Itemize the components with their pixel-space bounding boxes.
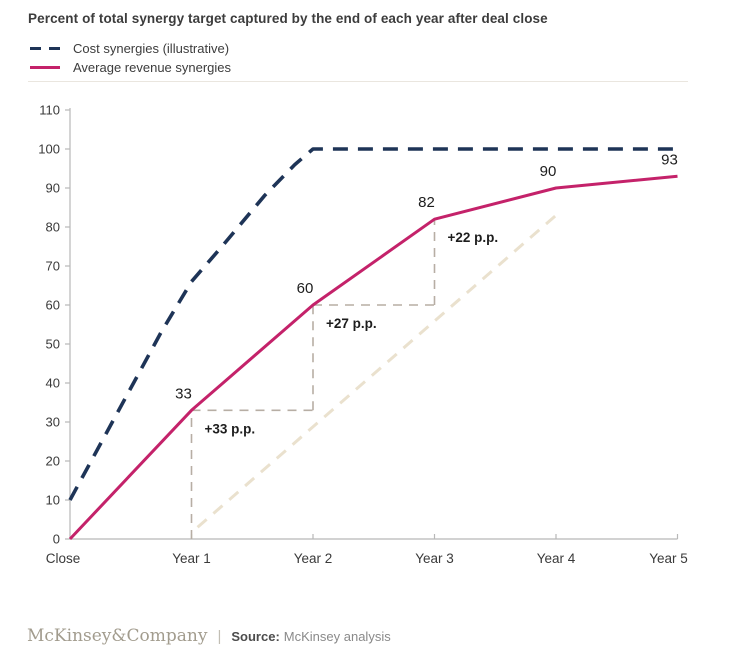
x-axis-label: Year 2 — [294, 551, 333, 566]
y-axis-tick-label: 30 — [46, 415, 60, 430]
chart-legend: Cost synergies (illustrative) Average re… — [30, 39, 231, 77]
x-axis-label: Year 1 — [172, 551, 211, 566]
data-point-label: 93 — [661, 151, 678, 168]
mckinsey-wordmark: McKinsey&Company — [27, 626, 208, 646]
gain-label: +22 p.p. — [448, 230, 499, 245]
cost-synergies-line — [68, 147, 678, 501]
y-axis-tick-label: 40 — [46, 376, 60, 391]
y-axis-tick-label: 80 — [46, 220, 60, 235]
y-axis-tick-label: 20 — [46, 454, 60, 469]
y-axis-tick-label: 60 — [46, 298, 60, 313]
legend-divider-rule — [28, 81, 688, 82]
x-axis-label: Year 4 — [537, 551, 576, 566]
legend-label-cost-synergies: Cost synergies (illustrative) — [73, 41, 230, 56]
x-axis-label: Year 3 — [415, 551, 454, 566]
y-axis-tick-label: 50 — [46, 337, 60, 352]
gain-label: +27 p.p. — [326, 316, 377, 331]
data-point-label: 90 — [540, 163, 557, 180]
data-point-label: 82 — [418, 194, 435, 211]
footer-separator: | — [217, 628, 222, 645]
revenue-synergies-solid-swatch — [30, 66, 60, 69]
legend-label-revenue-synergies: Average revenue synergies — [73, 60, 232, 75]
legend-item-cost-synergies: Cost synergies (illustrative) — [30, 39, 231, 58]
y-axis-tick-label: 110 — [39, 103, 60, 118]
legend-item-revenue-synergies: Average revenue synergies — [30, 58, 231, 77]
y-axis-tick-label: 10 — [46, 493, 60, 508]
revenue-synergies-line — [68, 174, 678, 541]
data-point-label: 60 — [297, 280, 314, 297]
x-axis-label: Year 5 — [649, 551, 688, 566]
y-axis-tick-label: 100 — [38, 142, 60, 157]
data-point-label: 33 — [175, 385, 192, 402]
gain-label: +33 p.p. — [205, 421, 256, 436]
y-axis-tick-label: 0 — [53, 532, 60, 547]
source-label: Source: — [231, 629, 280, 644]
x-axis-label: Close — [46, 551, 81, 566]
y-axis-tick-label: 90 — [46, 181, 60, 196]
diagonal-reference-line — [196, 214, 557, 529]
cost-synergies-dashed-swatch — [30, 47, 60, 50]
source-text: McKinsey analysis — [283, 629, 391, 644]
y-axis-tick-label: 70 — [46, 259, 60, 274]
footer: McKinsey&Company | Source: McKinsey anal… — [27, 626, 391, 646]
chart-title: Percent of total synergy target captured… — [28, 11, 548, 26]
